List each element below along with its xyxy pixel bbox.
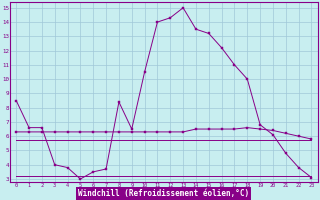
X-axis label: Windchill (Refroidissement éolien,°C): Windchill (Refroidissement éolien,°C) — [78, 189, 249, 198]
